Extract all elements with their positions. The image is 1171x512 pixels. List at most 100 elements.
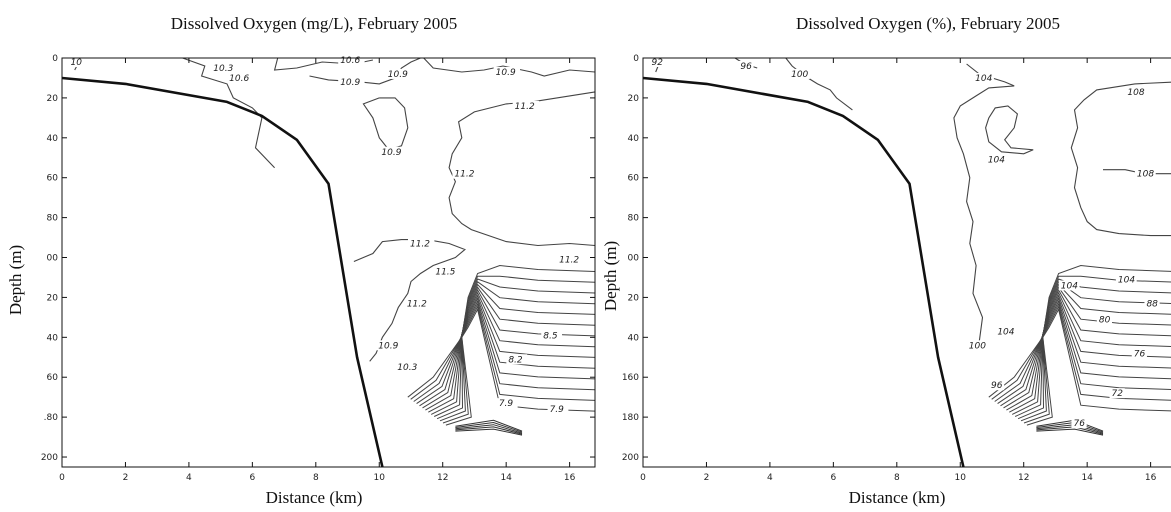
- x-tick-label: 14: [1081, 473, 1093, 483]
- contour-label: 76: [1073, 419, 1085, 429]
- x-tick-label: 2: [704, 473, 710, 483]
- contour-label-bg: [395, 362, 422, 373]
- contour-label: 88: [1146, 299, 1158, 309]
- y-tick-label: 60: [47, 174, 59, 184]
- contour-line: [433, 296, 596, 417]
- contour-label: 76: [1134, 349, 1146, 359]
- y-tick-label: 200: [622, 453, 639, 463]
- contour-label: 11.2: [407, 299, 427, 309]
- contour-line: [422, 286, 596, 409]
- contour-line: [953, 63, 1015, 342]
- contour-label-bg: [1096, 314, 1113, 325]
- contour-line: [428, 291, 596, 413]
- contour-line: [1011, 294, 1171, 415]
- contour-label-bg: [789, 68, 810, 79]
- contour-label: 104: [975, 74, 992, 84]
- contour-label-bg: [1115, 274, 1137, 285]
- contour-label-bg: [496, 398, 518, 409]
- contour-line: [985, 105, 1034, 155]
- contour-line: [448, 91, 596, 247]
- y-tick-label: 80: [47, 214, 59, 224]
- x-tick-label: 4: [767, 473, 773, 483]
- contour-line: [445, 307, 596, 426]
- contour-label-bg: [995, 326, 1017, 337]
- y-tick-label: 200: [41, 453, 58, 463]
- contour-line: [1070, 81, 1171, 237]
- contour-label-bg: [211, 62, 238, 73]
- contour-line: [353, 239, 466, 362]
- contour-label: 11.2: [515, 102, 535, 112]
- y-tick-label: 00: [47, 254, 59, 264]
- contour-label: 80: [1099, 315, 1111, 325]
- y-tick-label: 80: [628, 214, 640, 224]
- contour-line: [994, 278, 1171, 402]
- x-tick-label: 8: [313, 473, 319, 483]
- contour-label: 11.5: [435, 267, 455, 277]
- contour-label: 7.9: [550, 405, 565, 415]
- contour-label-bg: [557, 254, 584, 265]
- y-tick-label: 60: [47, 373, 59, 383]
- contour-label: 10.6: [340, 56, 360, 66]
- y-tick-label: 180: [622, 413, 639, 423]
- y-tick-label: 0: [52, 54, 58, 64]
- contour-label: 108: [1127, 88, 1144, 98]
- contour-label-bg: [973, 72, 994, 83]
- y-tick-label: 20: [628, 94, 640, 104]
- contour-line: [455, 426, 523, 435]
- contour-label-bg: [338, 54, 365, 65]
- x-tick-label: 10: [955, 473, 967, 483]
- x-tick-label: 4: [186, 473, 192, 483]
- y-tick-label: 0: [633, 54, 639, 64]
- y-tick-label: 160: [622, 373, 639, 383]
- x-tick-label: 2: [123, 473, 129, 483]
- contour-label: 10.9: [388, 70, 408, 80]
- y-tick-label: 00: [628, 254, 640, 264]
- contour-line: [1003, 286, 1171, 409]
- contour-line: [455, 428, 523, 436]
- contour-line: [455, 419, 523, 432]
- contour-label: 11.2: [410, 240, 430, 250]
- contour-label: 72: [1112, 389, 1124, 399]
- contour-line: [1026, 307, 1171, 426]
- contour-label: 7.9: [499, 399, 514, 409]
- x-tick-label: 0: [59, 473, 65, 483]
- x-tick-label: 0: [640, 473, 646, 483]
- contour-label-bg: [541, 330, 563, 341]
- y-tick-label: 20: [628, 293, 640, 303]
- plot-frame: [61, 57, 596, 468]
- contour-label-bg: [649, 56, 665, 67]
- x-tick-label: 12: [437, 473, 448, 483]
- contour-line: [410, 275, 596, 400]
- contour-line: [407, 264, 596, 398]
- x-tick-label: 6: [830, 473, 836, 483]
- contour-label-bg: [1058, 280, 1080, 291]
- contour-label-bg: [1109, 388, 1125, 399]
- contour-line: [416, 281, 596, 405]
- bathymetry-line: [61, 76, 384, 468]
- contour-line: [419, 283, 596, 407]
- contour-line: [991, 275, 1171, 400]
- contour-label: 104: [988, 156, 1005, 166]
- y-tick-label: 40: [47, 134, 59, 144]
- contour-label-bg: [547, 404, 569, 415]
- contour-line: [1017, 299, 1171, 420]
- contour-label: 10.9: [496, 68, 516, 78]
- contour-line: [988, 264, 1171, 398]
- contour-line: [455, 424, 523, 434]
- plot-frame: [642, 57, 1171, 468]
- y-tick-label: 20: [47, 293, 59, 303]
- x-tick-label: 14: [500, 473, 512, 483]
- contour-label-bg: [385, 68, 413, 79]
- y-tick-label: 40: [628, 134, 640, 144]
- contour-line: [1014, 296, 1171, 417]
- contour-line: [439, 302, 596, 422]
- contour-label-bg: [1131, 348, 1147, 359]
- contour-label: 92: [652, 58, 664, 68]
- contour-line: [413, 278, 596, 402]
- y-tick-label: 20: [47, 94, 59, 104]
- x-tick-label: 6: [249, 473, 255, 483]
- contour-label: 10.3: [397, 363, 417, 373]
- chart-title: Dissolved Oxygen (mg/L), February 2005: [170, 14, 458, 33]
- contour-line: [997, 281, 1171, 405]
